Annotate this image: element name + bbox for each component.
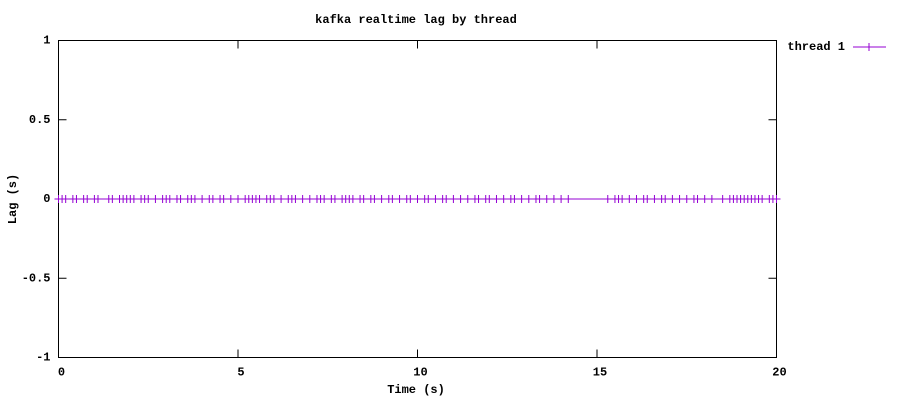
y-tick-label: -0.5 (22, 271, 51, 285)
point (456, 195, 465, 203)
y-axis-label: Lag (s) (6, 174, 20, 224)
point (151, 195, 160, 203)
point (395, 195, 404, 203)
point (449, 195, 458, 203)
point (431, 195, 440, 203)
point (499, 195, 508, 203)
point (226, 195, 235, 203)
y-tick-label: 1 (43, 34, 50, 48)
point (83, 195, 92, 203)
x-tick-label: 15 (593, 366, 607, 380)
point (269, 195, 278, 203)
point (291, 195, 300, 203)
point (603, 195, 612, 203)
point (144, 195, 153, 203)
y-tick-label: 0.5 (29, 113, 51, 127)
chart-title: kafka realtime lag by thread (315, 13, 517, 27)
point (377, 195, 386, 203)
point (618, 195, 627, 203)
x-tick-label: 5 (237, 366, 244, 380)
point (564, 195, 573, 203)
y-tick-label: 0 (43, 192, 50, 206)
point (406, 195, 415, 203)
point (675, 195, 684, 203)
point (305, 195, 314, 203)
point (424, 195, 433, 203)
point (348, 195, 357, 203)
x-tick-label: 20 (772, 366, 786, 380)
legend-label: thread 1 (787, 40, 845, 54)
point (413, 195, 422, 203)
point (661, 195, 670, 203)
point (129, 195, 138, 203)
x-tick-label: 10 (413, 366, 427, 380)
point (542, 195, 551, 203)
point (388, 195, 397, 203)
point (198, 195, 207, 203)
point (668, 195, 677, 203)
point (772, 195, 781, 203)
x-axis-label: Time (s) (387, 383, 445, 397)
x-tick-label: 0 (58, 366, 65, 380)
point (632, 195, 641, 203)
point (693, 195, 702, 203)
point (650, 195, 659, 203)
point (700, 195, 709, 203)
point (320, 195, 329, 203)
point (758, 195, 767, 203)
point (255, 195, 264, 203)
point (219, 195, 228, 203)
point (72, 195, 81, 203)
point (718, 195, 727, 203)
point (510, 195, 519, 203)
point (707, 195, 716, 203)
point (234, 195, 242, 203)
point (359, 195, 368, 203)
point (93, 195, 102, 203)
point (549, 195, 558, 203)
point (190, 195, 199, 203)
point (298, 195, 307, 203)
legend-swatch (853, 43, 886, 51)
point (557, 195, 566, 203)
point (517, 195, 526, 203)
point (108, 195, 117, 203)
point (485, 195, 494, 203)
y-tick-label: -1 (36, 351, 50, 365)
point (682, 195, 691, 203)
point (535, 195, 544, 203)
point (442, 195, 451, 203)
point (330, 195, 339, 203)
point (474, 195, 483, 203)
point (463, 195, 472, 203)
point (208, 195, 217, 203)
point (492, 195, 501, 203)
point (524, 195, 533, 203)
point (61, 195, 70, 203)
point (370, 195, 379, 203)
point (277, 195, 286, 203)
point (625, 195, 634, 203)
point (643, 195, 652, 203)
point (176, 195, 185, 203)
point (165, 195, 174, 203)
